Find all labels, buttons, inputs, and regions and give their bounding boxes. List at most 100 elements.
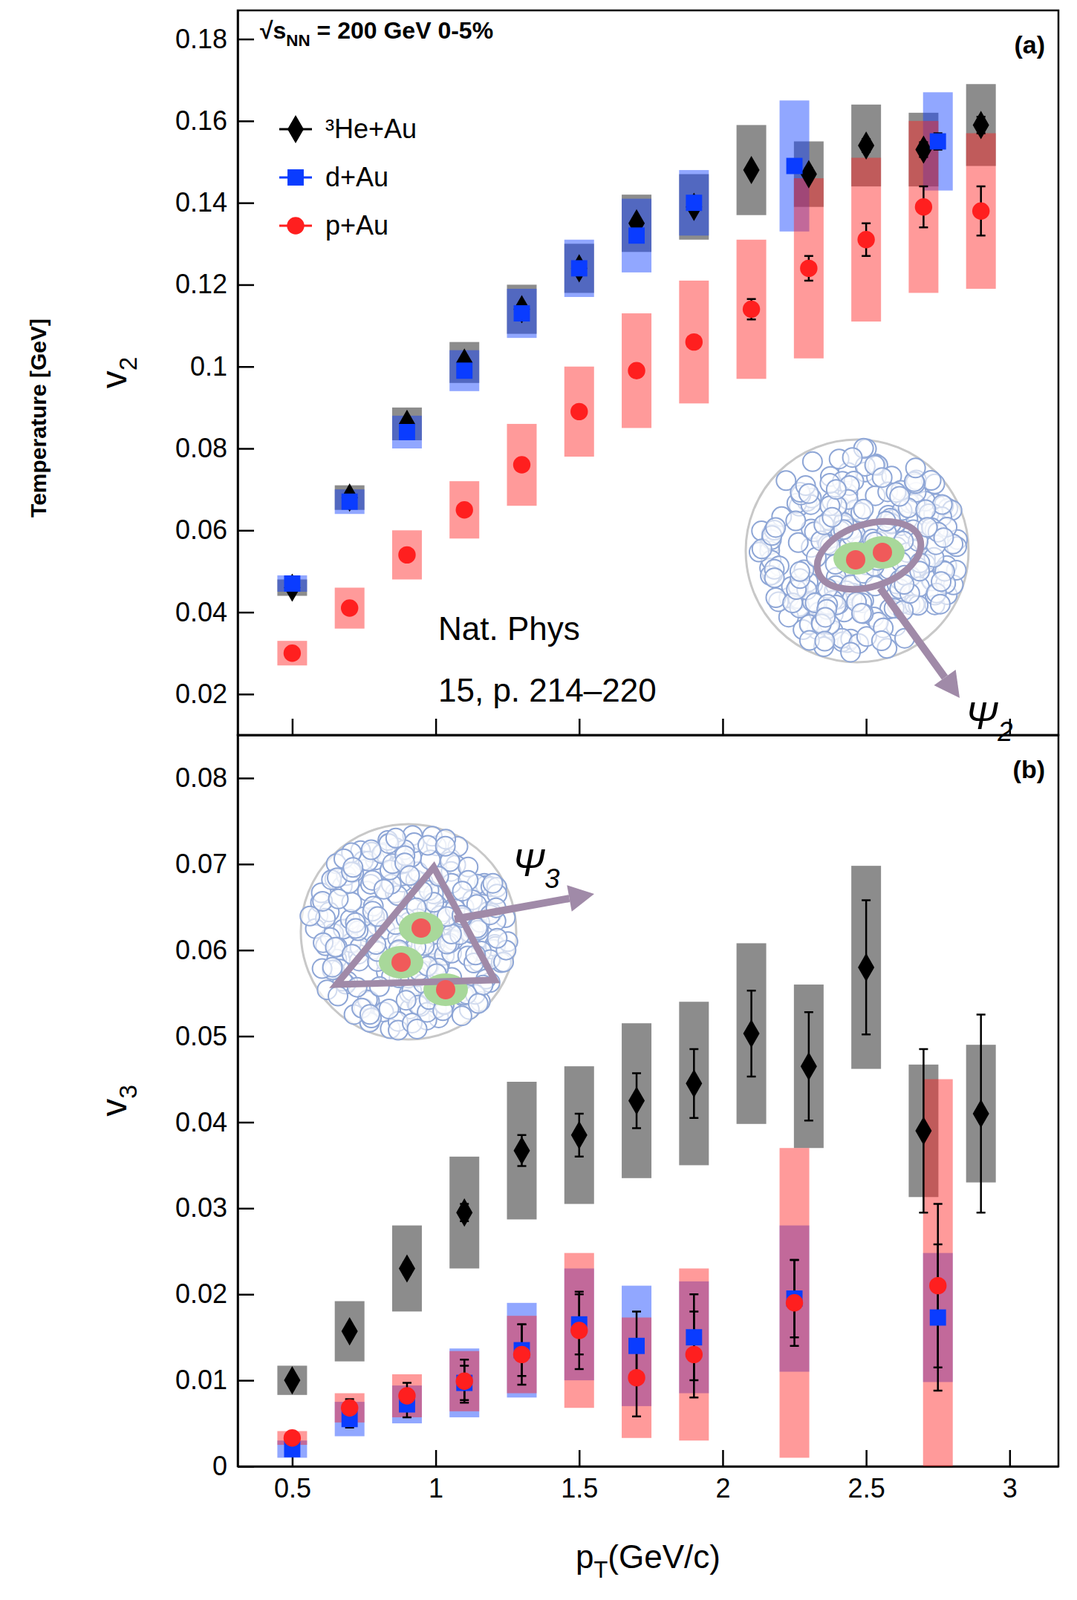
- tick-mark: [1009, 1450, 1012, 1467]
- panel: 0.511.522.5300.010.020.030.040.050.060.0…: [94, 735, 1060, 1584]
- nucleon: [452, 881, 472, 901]
- tick-label: 0.14: [175, 187, 228, 218]
- sys-error-box: [736, 239, 767, 379]
- tick-label: 0.08: [175, 433, 228, 464]
- x-axis-title: pT(GeV/c): [575, 1538, 721, 1584]
- marker: [283, 1429, 301, 1447]
- marker: [929, 1277, 947, 1295]
- annotation: Ψ3: [512, 841, 560, 895]
- marker: [341, 1317, 359, 1346]
- participant-triangle: [336, 867, 495, 985]
- marker: [973, 1100, 990, 1129]
- marker: [398, 546, 416, 564]
- sys-error-box: [392, 1374, 422, 1418]
- tick-label: 0: [212, 1451, 228, 1482]
- nucleon: [815, 607, 835, 627]
- tick-mark: [291, 718, 295, 736]
- overlap-blob: [860, 536, 905, 569]
- tick: 0.08: [175, 762, 255, 794]
- sys-error-box: [794, 984, 824, 1149]
- sys-error-box: [392, 530, 422, 580]
- tick-label: 0.07: [175, 848, 228, 880]
- tick-mark: [237, 949, 255, 953]
- tick-mark: [578, 718, 581, 736]
- tick-label: 0.16: [175, 105, 228, 136]
- marker: [341, 493, 359, 511]
- sys-error-box: [621, 199, 652, 273]
- arrow-head: [566, 885, 595, 912]
- tick-label: 1: [428, 1473, 444, 1505]
- tick-mark: [721, 718, 725, 736]
- overlap-blob: [398, 912, 444, 945]
- tick: 2.5: [848, 1450, 886, 1505]
- nucleon: [785, 511, 806, 532]
- marker: [685, 1069, 702, 1098]
- nucleon: [374, 880, 394, 900]
- nucleon: [931, 571, 951, 592]
- marker: [398, 1254, 416, 1283]
- marker: [283, 573, 301, 602]
- tick: [291, 718, 293, 736]
- marker: [742, 300, 760, 318]
- participant-ellipse: [808, 509, 930, 602]
- sys-error-box: [507, 288, 538, 338]
- marker: [571, 1121, 588, 1150]
- tick-mark: [237, 530, 255, 533]
- sys-error-box: [564, 239, 595, 298]
- sys-error-box: [621, 1023, 652, 1179]
- sys-error-box: [334, 587, 365, 629]
- marker: [571, 259, 588, 277]
- nucleon: [379, 999, 399, 1020]
- tick: 1: [428, 1450, 444, 1505]
- y-axis: 00.010.020.030.040.050.060.070.08: [175, 736, 255, 1483]
- tick: 0.18: [175, 23, 255, 55]
- tick-label: 0.06: [175, 935, 228, 966]
- sys-error-box: [678, 1268, 709, 1441]
- marker: [857, 230, 875, 249]
- sys-error-box: [621, 313, 652, 428]
- marker: [456, 1198, 473, 1228]
- tick: 0.5: [274, 1450, 312, 1505]
- tick: 3: [1002, 1450, 1018, 1505]
- participant: [435, 980, 456, 1000]
- cartoon: [300, 824, 595, 1040]
- tick: 0.02: [175, 1279, 255, 1310]
- marker: [929, 1310, 947, 1327]
- marker: [513, 456, 531, 474]
- marker: [628, 1338, 645, 1355]
- tick-mark: [435, 718, 438, 736]
- marker: [513, 1137, 530, 1166]
- participant: [872, 542, 893, 563]
- annotation: Ψ2: [965, 694, 1013, 748]
- marker: [570, 1322, 588, 1340]
- tick-mark: [237, 366, 255, 369]
- legend-label: p+Au: [325, 210, 389, 241]
- arrow-shaft: [454, 898, 570, 920]
- nucleon: [822, 508, 842, 528]
- nucleon: [418, 835, 438, 855]
- tick-mark: [237, 1293, 255, 1297]
- nucleon: [407, 1019, 428, 1040]
- y-axis: 0.020.040.060.080.10.120.140.160.18: [175, 11, 255, 737]
- marker: [800, 1052, 818, 1081]
- marker: [857, 953, 875, 982]
- tick-mark: [237, 447, 255, 451]
- axis-line: [236, 736, 240, 1468]
- sys-error-box: [736, 124, 767, 215]
- tick-label: 0.18: [175, 23, 228, 55]
- tick-label: 2: [715, 1473, 731, 1505]
- tick-mark: [237, 1466, 255, 1469]
- marker: [398, 1387, 416, 1405]
- marker: [570, 403, 588, 421]
- legend-marker: [287, 169, 304, 186]
- sys-error-box: [564, 1066, 595, 1205]
- legend: ³He+Aud+Aup+Au: [279, 113, 417, 241]
- marker: [513, 294, 530, 324]
- participant: [391, 952, 411, 973]
- panel-label: (a): [1013, 30, 1046, 59]
- marker: [571, 254, 588, 283]
- marker: [341, 483, 359, 512]
- tick-mark: [237, 1122, 255, 1125]
- nucleon: [386, 828, 406, 849]
- nucleon: [323, 958, 343, 978]
